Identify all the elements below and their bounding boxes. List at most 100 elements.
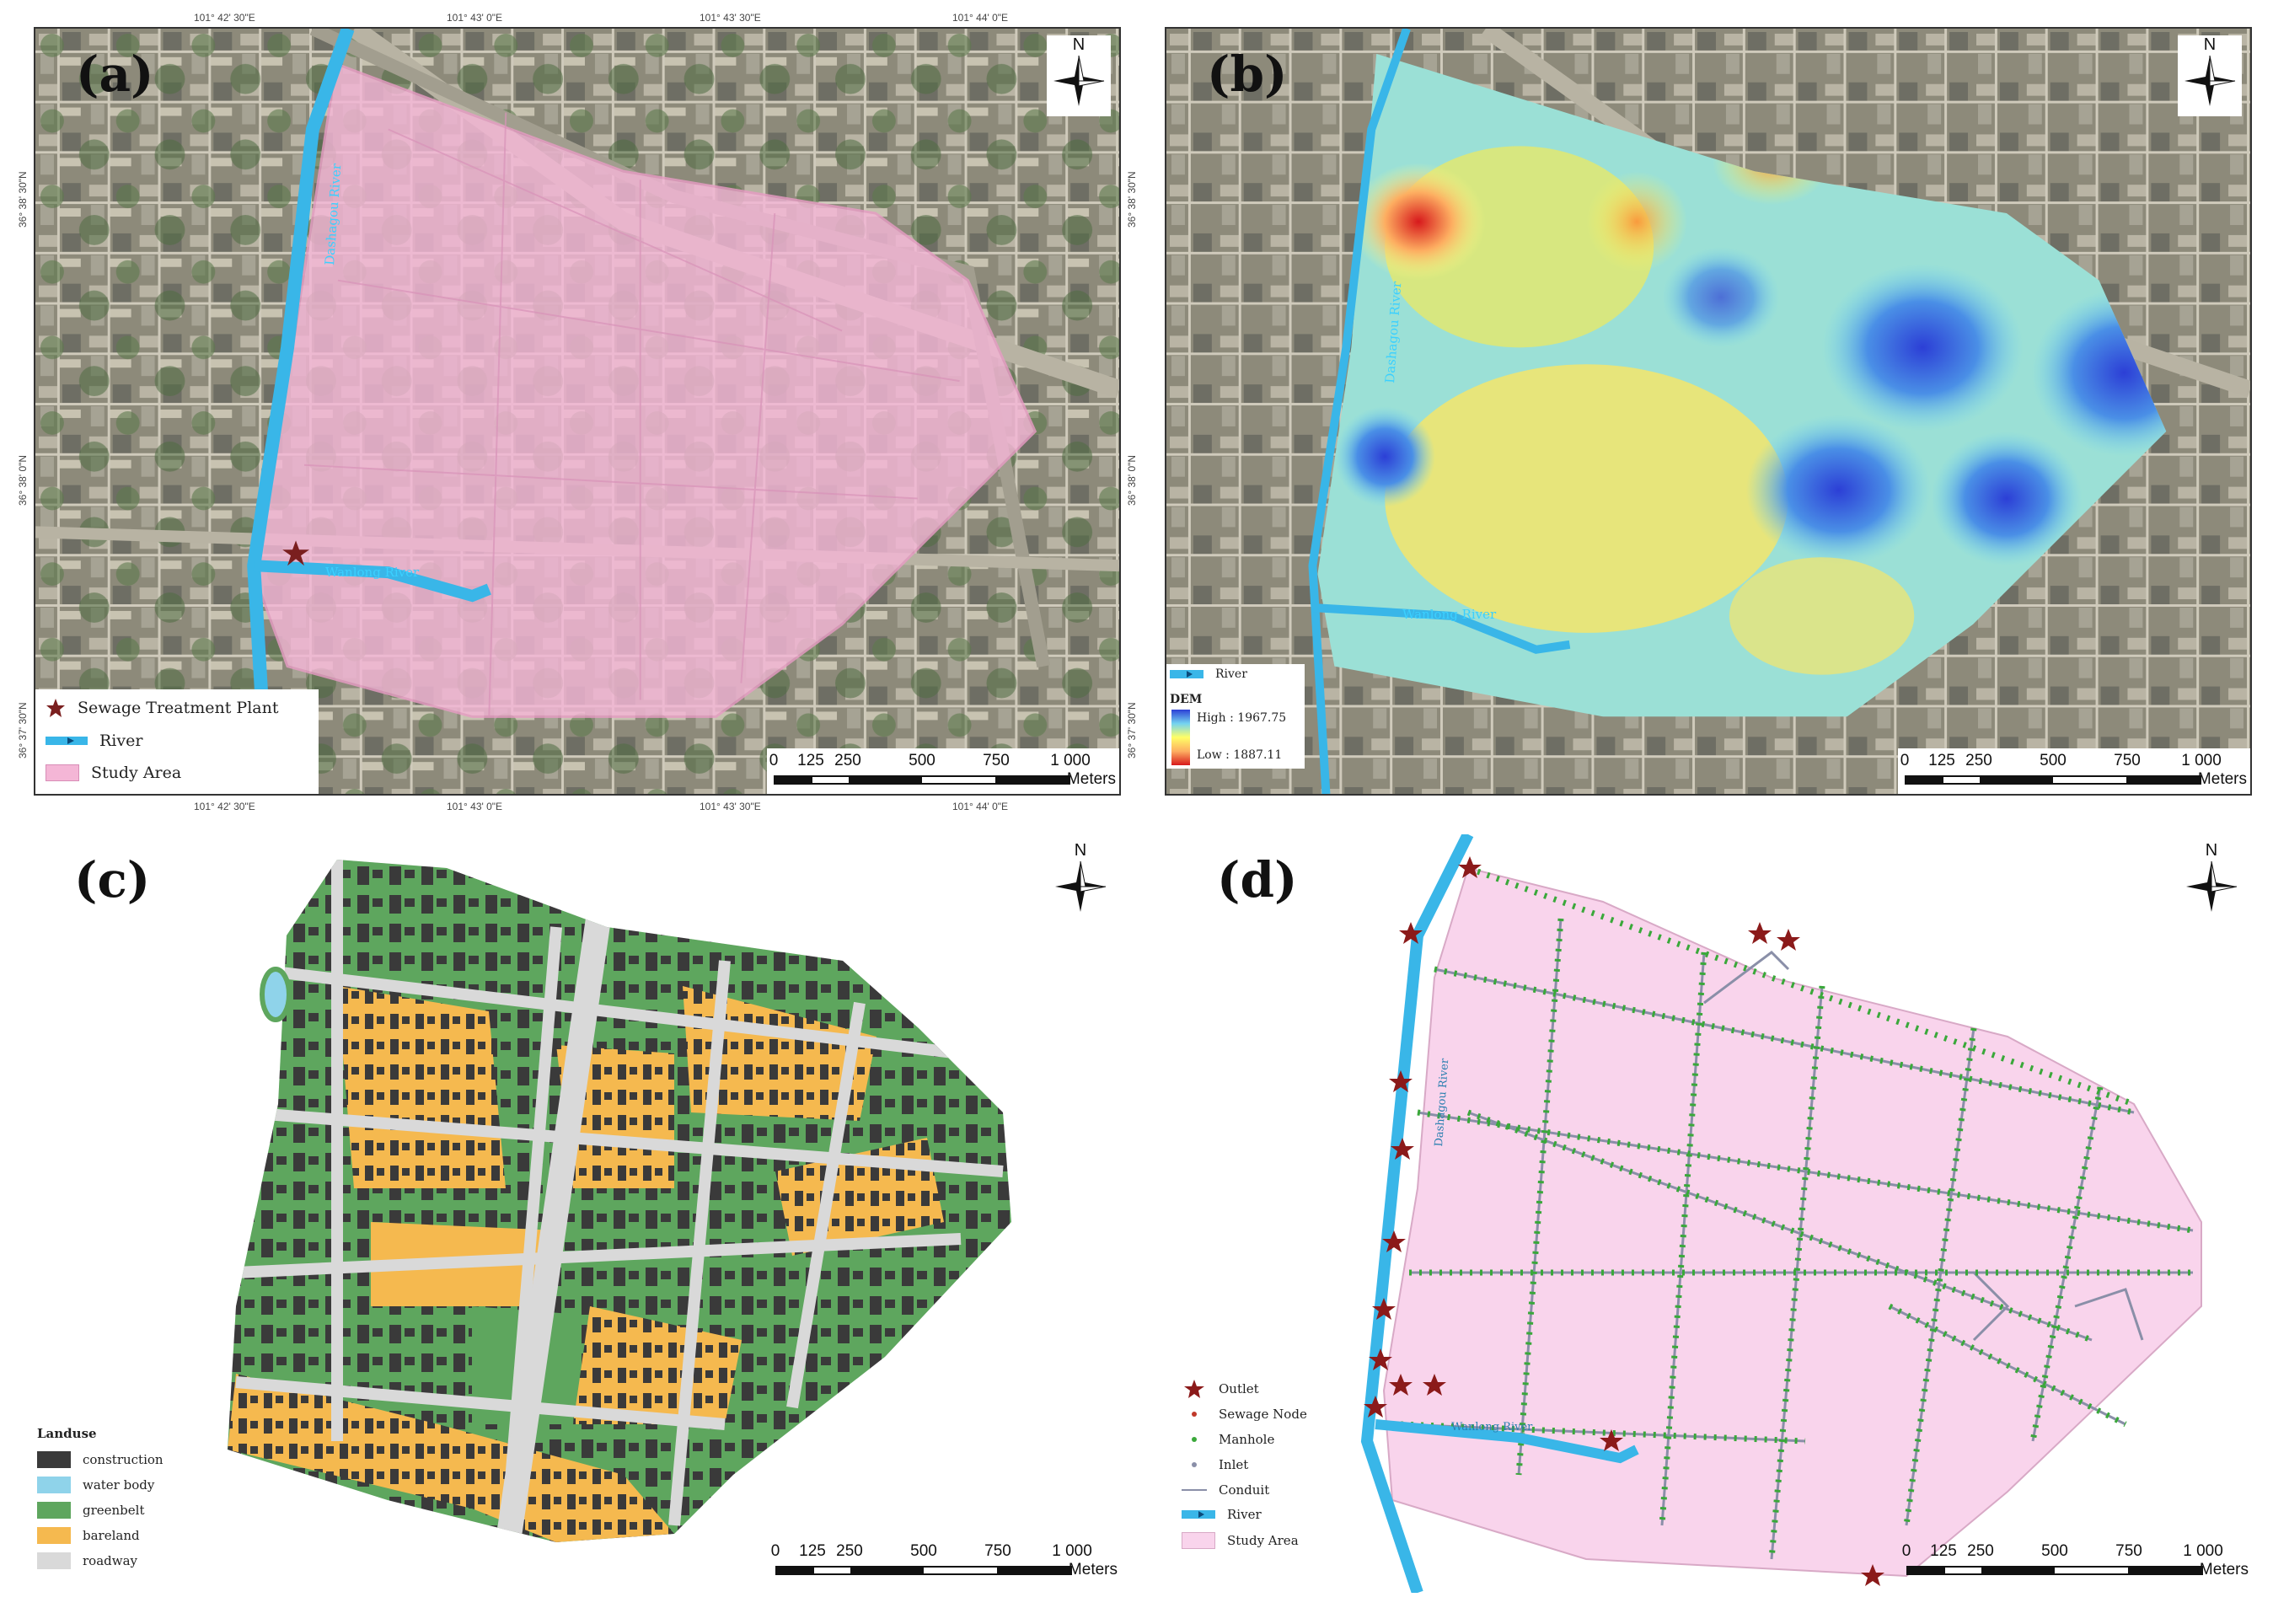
river-dashagou bbox=[247, 29, 355, 794]
scale-tick: 0 bbox=[769, 752, 779, 769]
scale-tick: 250 bbox=[1967, 1542, 1994, 1560]
legend-item: Sewage Node bbox=[1219, 1407, 1307, 1422]
graticule-label: 101° 42' 30"E bbox=[194, 12, 255, 24]
swatch-water-body bbox=[37, 1477, 71, 1493]
scale-tick: 750 bbox=[2114, 752, 2141, 769]
panel-c-landuse-map: (c) N Landuse construction water body gr… bbox=[34, 834, 1121, 1593]
dem-basemap bbox=[1166, 29, 2250, 794]
legend-b: River DEM High : 1967.75 Low : 1887.11 bbox=[1166, 664, 1305, 769]
scale-bar-graphic bbox=[775, 1566, 1072, 1575]
compass-icon bbox=[2186, 860, 2238, 912]
outlet-stars bbox=[1364, 856, 1884, 1586]
satellite-basemap bbox=[35, 29, 1119, 794]
scale-tick: 125 bbox=[1930, 1542, 1957, 1560]
scale-tick: 125 bbox=[797, 752, 824, 769]
dem-color-ramp bbox=[1171, 710, 1190, 765]
graticule-label: 101° 44' 0"E bbox=[952, 12, 1009, 24]
scale-bar-a: 0 125 250 500 750 1 000 Meters bbox=[767, 748, 1119, 794]
scale-bar-b: 0 125 250 500 750 1 000 Meters bbox=[1898, 748, 2250, 794]
scale-unit: Meters bbox=[2197, 770, 2247, 788]
legend-item: Manhole bbox=[1219, 1432, 1275, 1447]
legend-item: Study Area bbox=[1227, 1533, 1299, 1548]
legend-dem-title: DEM bbox=[1170, 693, 1203, 706]
compass-icon bbox=[1055, 860, 1107, 912]
scale-unit: Meters bbox=[1066, 770, 1116, 788]
legend-river: River bbox=[99, 732, 143, 750]
graticule-label: 101° 43' 30"E bbox=[700, 12, 761, 24]
sewage-plant-star bbox=[282, 540, 309, 566]
drainage-network-map bbox=[1360, 834, 2202, 1593]
river-wanlong bbox=[1375, 1419, 1639, 1464]
legend-item: construction bbox=[83, 1452, 164, 1467]
graticule-label: 101° 43' 30"E bbox=[700, 801, 761, 812]
river-label-wanlong: Wanlong River bbox=[1402, 607, 1497, 622]
legend-item: bareland bbox=[83, 1528, 140, 1543]
scale-tick: 500 bbox=[2041, 1542, 2068, 1560]
scale-tick: 250 bbox=[834, 752, 861, 769]
scale-tick: 250 bbox=[836, 1542, 863, 1560]
scale-tick: 1 000 bbox=[2181, 752, 2222, 769]
landuse-map bbox=[228, 860, 1011, 1542]
panel-a-study-area-map: (a) N Dashagou River Wanlong River Sewag… bbox=[34, 27, 1121, 796]
scale-tick: 125 bbox=[799, 1542, 826, 1560]
scale-bar-graphic bbox=[1906, 1566, 2203, 1575]
north-arrow-b: N bbox=[2178, 35, 2242, 116]
graticule-label: 36° 38' 0"N bbox=[1126, 454, 1138, 506]
legend-item: River bbox=[1227, 1507, 1262, 1522]
graticule-label: 101° 42' 30"E bbox=[194, 801, 255, 812]
river-label-wanlong: Wanlong River bbox=[325, 565, 420, 580]
compass-icon bbox=[1053, 55, 1105, 106]
scale-tick: 750 bbox=[984, 1542, 1011, 1560]
graticule-label: 36° 38' 0"N bbox=[17, 454, 29, 506]
graticule-label: 101° 43' 0"E bbox=[447, 801, 503, 812]
graticule-label: 101° 43' 0"E bbox=[447, 12, 503, 24]
scale-bar-graphic bbox=[774, 775, 1070, 785]
legend-study-area: Study Area bbox=[91, 764, 182, 782]
legend-dem-high: High : 1967.75 bbox=[1197, 711, 1287, 725]
river-symbol-icon bbox=[1182, 1510, 1215, 1519]
graticule-label: 36° 37' 30"N bbox=[1126, 702, 1138, 758]
scale-bar-graphic bbox=[1905, 775, 2201, 785]
legend-dem-low: Low : 1887.11 bbox=[1197, 748, 1283, 762]
graticule-label: 36° 37' 30"N bbox=[17, 702, 29, 758]
scale-tick: 0 bbox=[1900, 752, 1910, 769]
scale-tick: 1 000 bbox=[1052, 1542, 1092, 1560]
scale-bar-c: 0 125 250 500 750 1 000 Meters bbox=[769, 1539, 1121, 1584]
legend-item: greenbelt bbox=[83, 1503, 145, 1518]
north-arrow-a: N bbox=[1047, 35, 1111, 116]
north-label: N bbox=[2203, 35, 2217, 54]
scale-tick: 500 bbox=[910, 1542, 937, 1560]
river-label-wanlong: Wanlong River bbox=[1451, 1421, 1533, 1434]
scale-tick: 500 bbox=[909, 752, 935, 769]
study-area-polygon bbox=[1382, 866, 2202, 1578]
scale-tick: 1 000 bbox=[2183, 1542, 2223, 1560]
legend-a: Sewage Treatment Plant River Study Area bbox=[35, 689, 319, 794]
panel-d-drainage-network-map: (d) N Dashagou River Wanlong River Outle… bbox=[1165, 834, 2252, 1593]
legend-item: roadway bbox=[83, 1553, 138, 1568]
river-dashagou bbox=[1360, 834, 1474, 1593]
manhole-icon bbox=[1192, 1437, 1197, 1442]
study-area-swatch bbox=[1182, 1532, 1215, 1549]
study-area-swatch bbox=[46, 764, 79, 781]
swatch-bareland bbox=[37, 1527, 71, 1544]
river-symbol-icon bbox=[1170, 670, 1203, 678]
swatch-construction bbox=[37, 1451, 71, 1468]
outlet-star-icon bbox=[1184, 1380, 1204, 1398]
scale-tick: 0 bbox=[1901, 1542, 1911, 1560]
scale-unit: Meters bbox=[1068, 1561, 1118, 1578]
legend-river: River bbox=[1215, 667, 1247, 681]
sewage-node-icon bbox=[1192, 1412, 1197, 1417]
swatch-roadway bbox=[37, 1552, 71, 1569]
panel-letter-d: (d) bbox=[1217, 851, 1298, 908]
panel-letter-a: (a) bbox=[76, 46, 154, 103]
swatch-greenbelt bbox=[37, 1502, 71, 1519]
legend-sewage-plant: Sewage Treatment Plant bbox=[78, 699, 279, 717]
legend-item: Conduit bbox=[1219, 1482, 1270, 1498]
river-symbol-icon bbox=[46, 737, 88, 745]
inlet-icon bbox=[1192, 1462, 1197, 1467]
scale-unit: Meters bbox=[2199, 1561, 2249, 1578]
scale-tick: 1 000 bbox=[1050, 752, 1091, 769]
panel-letter-b: (b) bbox=[1207, 46, 1288, 103]
north-label: N bbox=[2205, 841, 2218, 860]
north-arrow-c: N bbox=[1048, 841, 1112, 922]
